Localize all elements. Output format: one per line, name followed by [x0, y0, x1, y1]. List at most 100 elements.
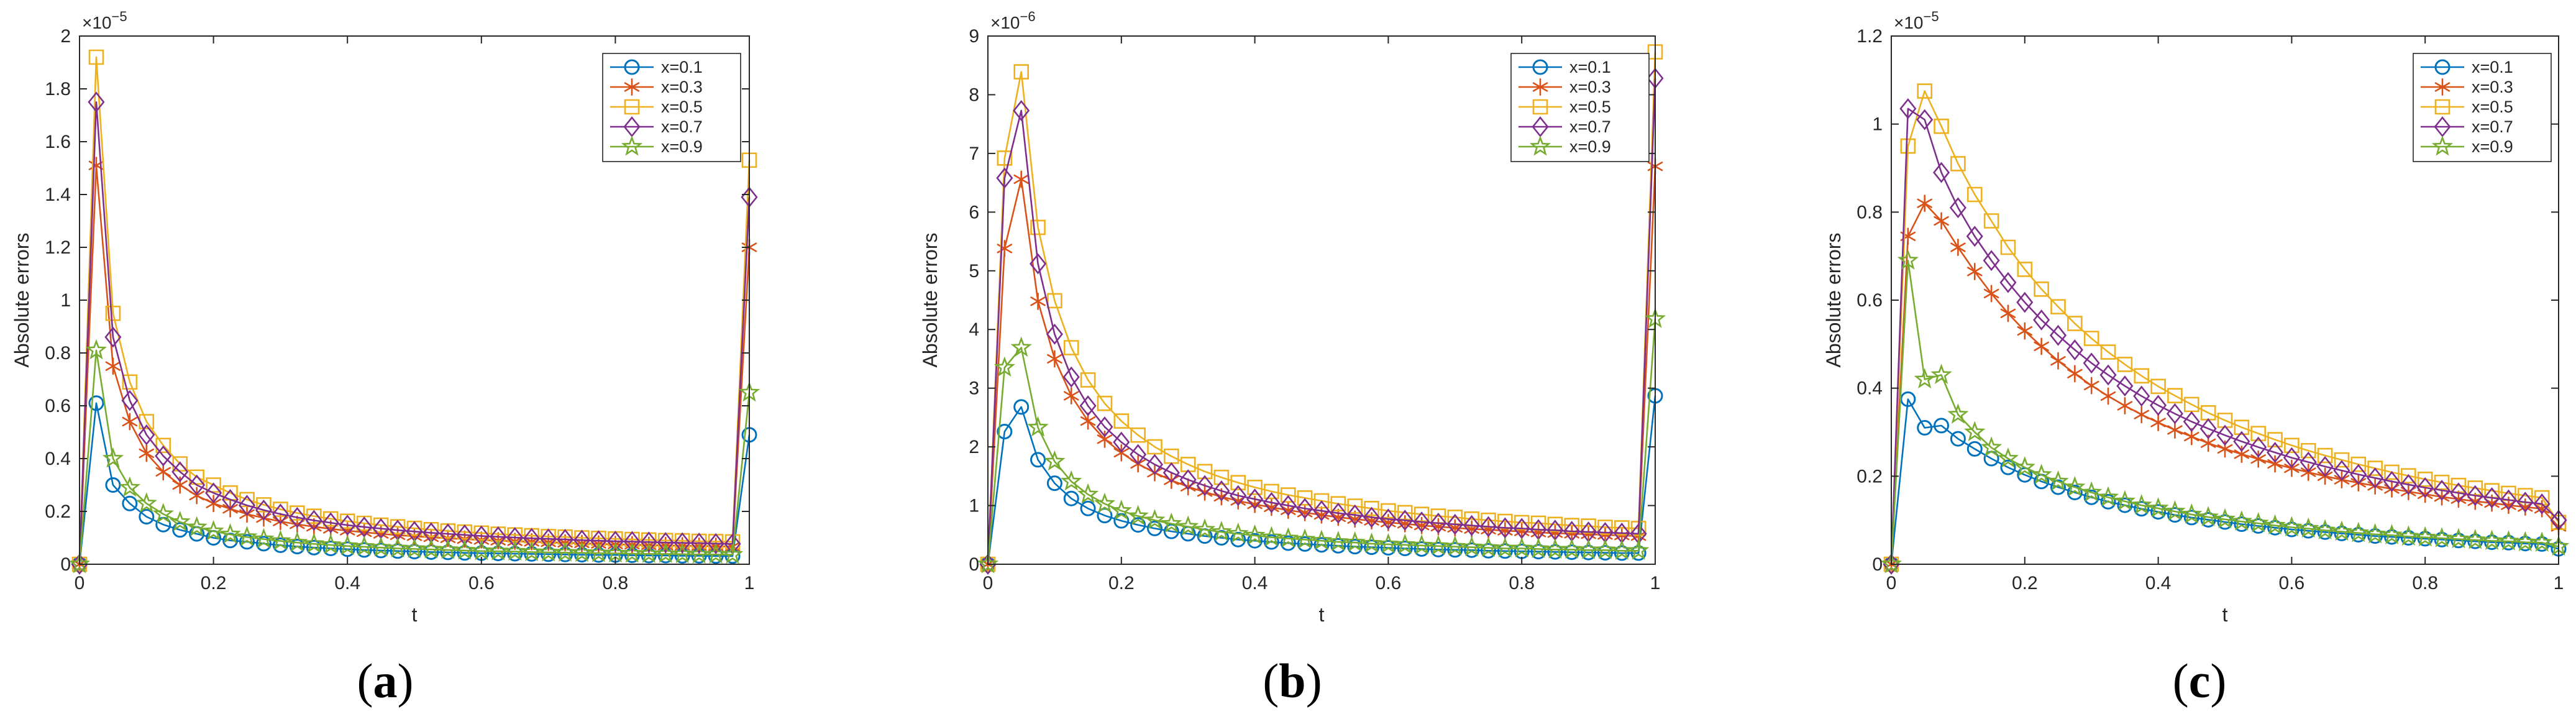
y-tick-label: 0	[969, 554, 979, 575]
data-point	[1463, 515, 1481, 536]
data-point	[390, 543, 406, 559]
data-point	[2498, 530, 2519, 551]
data-point	[105, 305, 121, 321]
caption-close-paren: )	[1306, 654, 1322, 708]
caption-open-paren: (	[1263, 654, 1279, 708]
data-point	[640, 531, 657, 553]
legend-marker	[1532, 59, 1548, 75]
data-point	[2334, 452, 2350, 468]
data-point	[521, 541, 542, 562]
data-point	[1544, 538, 1566, 559]
data-point	[1916, 109, 1934, 130]
data-point	[537, 541, 559, 562]
x-axis-label: t	[1319, 603, 1325, 626]
data-point	[322, 512, 339, 534]
data-point	[1494, 537, 1516, 558]
legend-label: x=0.9	[661, 137, 703, 156]
data-point	[236, 526, 258, 546]
data-point	[339, 541, 355, 557]
data-point	[1027, 416, 1049, 437]
data-point	[2551, 515, 2567, 531]
data-point	[2533, 493, 2551, 515]
legend-marker	[624, 78, 640, 96]
data-point	[1934, 118, 1949, 134]
data-point	[104, 326, 122, 348]
y-tick-label: 0	[60, 554, 71, 575]
data-point	[573, 529, 591, 551]
exponent-base: ×10	[990, 13, 1020, 32]
y-tick-label: 0.4	[1857, 378, 1883, 399]
data-point	[1194, 518, 1216, 539]
data-point	[1980, 436, 2003, 457]
data-point	[2016, 291, 2034, 313]
legend-label: x=0.7	[661, 117, 703, 136]
data-point	[2417, 531, 2433, 547]
data-point	[1010, 336, 1032, 357]
data-point	[1197, 464, 1213, 480]
data-point	[1077, 483, 1099, 504]
x-tick-label: 0.4	[2145, 573, 2172, 593]
data-point	[2247, 512, 2269, 533]
data-point	[2083, 331, 2099, 346]
data-point	[102, 447, 124, 468]
data-point	[1261, 526, 1282, 547]
data-point	[1880, 552, 1902, 574]
data-point	[186, 516, 208, 537]
legend-marker	[1532, 99, 1548, 115]
data-point	[1246, 488, 1264, 510]
data-point	[2017, 262, 2033, 277]
data-point	[2150, 413, 2166, 431]
x-tick-label: 1	[1650, 573, 1661, 593]
data-point	[1097, 508, 1113, 524]
legend-marker	[624, 59, 640, 75]
data-point	[1983, 213, 1999, 229]
data-point	[1013, 100, 1030, 121]
legend-label: x=0.5	[661, 98, 703, 116]
data-point	[2181, 503, 2203, 524]
data-point	[2367, 477, 2383, 495]
data-point	[1179, 469, 1197, 490]
data-point	[2250, 426, 2266, 441]
data-point	[470, 539, 492, 561]
data-point	[1430, 512, 1447, 534]
data-point	[1227, 522, 1249, 543]
data-point	[1146, 454, 1164, 475]
series-line	[78, 402, 751, 565]
series-x=0.7	[979, 68, 1664, 575]
x-tick-label: 1	[744, 573, 755, 593]
data-point	[1966, 226, 1983, 247]
data-point	[571, 541, 593, 562]
data-point	[370, 536, 392, 557]
legend-label: x=0.7	[1569, 117, 1611, 136]
data-point	[1330, 502, 1347, 524]
y-tick-label: 3	[969, 378, 979, 399]
data-point	[1296, 498, 1313, 519]
data-point	[253, 528, 275, 549]
data-point	[256, 509, 272, 527]
data-point	[2516, 492, 2534, 513]
data-point	[1130, 444, 1147, 465]
data-point	[1950, 239, 1966, 256]
x-tick-label: 0	[75, 573, 85, 593]
y-tick-label: 0.6	[45, 396, 71, 416]
legend-item: x=0.9	[2421, 135, 2513, 156]
y-tick-label: 2	[969, 437, 979, 457]
legend-item: x=0.7	[2421, 116, 2513, 137]
data-point	[1397, 541, 1413, 556]
data-point	[1430, 541, 1446, 557]
legend-marker	[2431, 135, 2454, 156]
data-point	[1080, 372, 1096, 388]
chart-panel-c: 0 0.2 0.4 0.6 0.8 1 0 0.2 0.4 0.6 0.8 1 1.2 ×10−5 t Abs…	[1822, 9, 2570, 708]
data-point	[2081, 481, 2103, 502]
data-point	[688, 543, 710, 564]
data-point	[2050, 352, 2066, 370]
data-point	[1013, 170, 1029, 188]
legend-marker	[2434, 59, 2450, 75]
series-line	[1890, 90, 2560, 565]
legend-marker	[624, 99, 640, 115]
x-axis-label: t	[2222, 603, 2228, 626]
data-point	[2167, 507, 2183, 523]
data-point	[2100, 493, 2116, 510]
data-point	[2467, 485, 2484, 506]
exponent-power: −6	[1020, 9, 1036, 24]
